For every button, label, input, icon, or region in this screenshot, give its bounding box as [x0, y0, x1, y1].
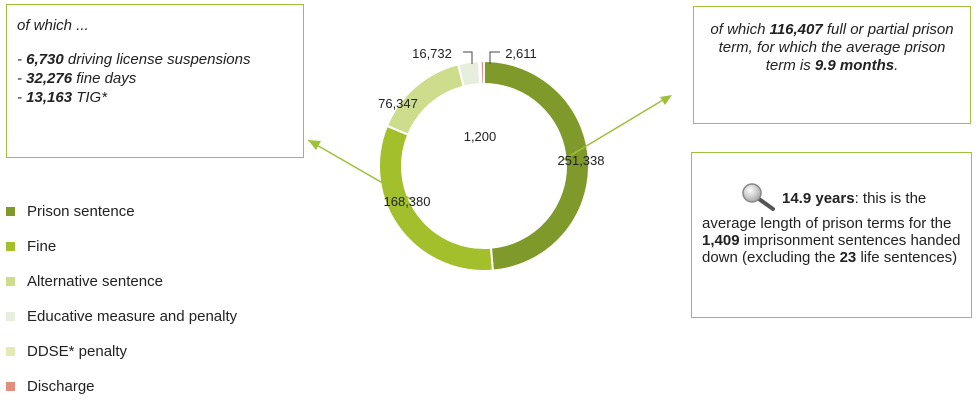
- right-arrowhead: [660, 95, 672, 105]
- legend-item: Prison sentence: [4, 194, 237, 229]
- right-connector-line: [562, 96, 669, 161]
- left-box-line: - 6,730 driving license suspensions: [17, 51, 251, 68]
- legend-item: Educative measure and penalty: [4, 299, 237, 334]
- legend-item: DDSE* penalty: [4, 334, 237, 369]
- data-label: 1,200: [464, 129, 497, 144]
- left-box-line: - 13,163 TIG*: [17, 89, 108, 106]
- chart-legend: Prison sentence Fine Alternative sentenc…: [4, 194, 237, 404]
- average-term: 9.9 months: [814, 57, 895, 74]
- legend-item: Alternative sentence: [4, 264, 237, 299]
- full-partial-count: 116,407: [769, 21, 823, 38]
- leader-line: [489, 51, 500, 64]
- leader-line: [463, 51, 473, 64]
- left-annotation-box: of which ... - 6,730 driving license sus…: [6, 4, 304, 158]
- right-bottom-annotation-box: 14.9 years: this is the average length o…: [691, 152, 972, 318]
- left-connector-line: [307, 139, 415, 202]
- left-box-intro: of which ...: [17, 17, 89, 34]
- legend-swatch: [6, 277, 15, 286]
- data-label: 168,380: [384, 194, 431, 209]
- legend-item: Discharge: [4, 369, 237, 404]
- data-label: 251,338: [558, 153, 605, 168]
- legend-swatch: [6, 312, 15, 321]
- donut-chart: 251,338 168,380 76,347 16,732 1,200 2,611: [307, 46, 672, 272]
- legend-swatch: [6, 347, 15, 356]
- data-label: 2,611: [505, 46, 537, 61]
- data-label: 16,732: [412, 46, 452, 61]
- right-top-annotation-box: of which 116,407 full or partial prison …: [693, 6, 971, 124]
- donut-slice: [479, 59, 485, 86]
- legend-swatch: [6, 242, 15, 251]
- legend-swatch: [6, 382, 15, 391]
- average-length-value: 14.9 years: [782, 189, 855, 207]
- legend-swatch: [6, 207, 15, 216]
- data-label: 76,347: [378, 96, 418, 111]
- magnifier-icon: [740, 183, 776, 215]
- left-arrowhead: [308, 140, 321, 150]
- left-box-line: - 32,276 fine days: [17, 70, 137, 87]
- legend-item: Fine: [4, 229, 237, 264]
